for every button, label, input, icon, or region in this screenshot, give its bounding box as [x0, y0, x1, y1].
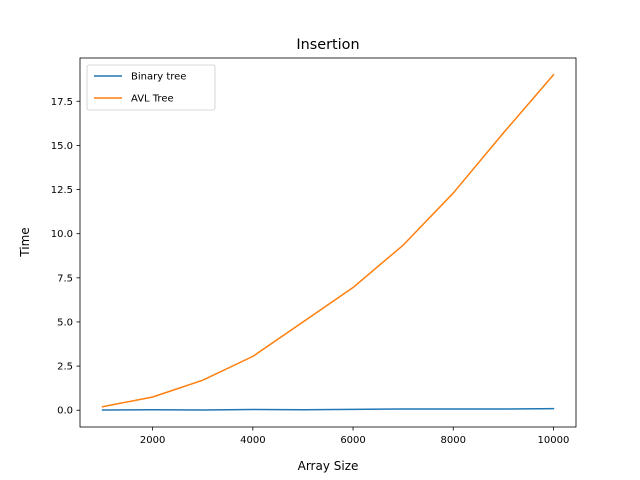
plot-area [101, 73, 555, 411]
y-tick-label: 10.0 [51, 229, 73, 240]
axes-frame [79, 57, 577, 428]
x-axis-ticks: 2000 4000 6000 8000 10000 [140, 427, 569, 446]
y-tick-label: 7.5 [57, 273, 73, 284]
y-tick-label: 2.5 [57, 362, 73, 373]
x-tick-label: 6000 [340, 435, 365, 446]
x-tick-label: 4000 [240, 435, 265, 446]
y-axis-label: Time [18, 227, 32, 257]
x-tick-label: 8000 [441, 435, 466, 446]
x-axis-label: Array Size [298, 459, 359, 473]
y-tick-label: 17.5 [51, 97, 73, 108]
y-tick-label: 12.5 [51, 185, 73, 196]
legend-label: AVL Tree [131, 94, 174, 105]
chart-title: Insertion [296, 37, 359, 53]
series-line-1 [101, 407, 555, 411]
x-tick-label: 2000 [140, 435, 165, 446]
x-tick-label: 10000 [538, 435, 570, 446]
y-tick-label: 5.0 [57, 317, 73, 328]
y-tick-label: 0.0 [57, 406, 73, 417]
y-axis-ticks: 0.0 2.5 5.0 7.5 10.0 12.5 15.0 17.5 [51, 97, 80, 417]
series-line-2 [101, 73, 555, 408]
y-tick-label: 15.0 [51, 141, 73, 152]
legend-label: Binary tree [131, 72, 186, 83]
legend: Binary tree AVL Tree [86, 64, 216, 111]
